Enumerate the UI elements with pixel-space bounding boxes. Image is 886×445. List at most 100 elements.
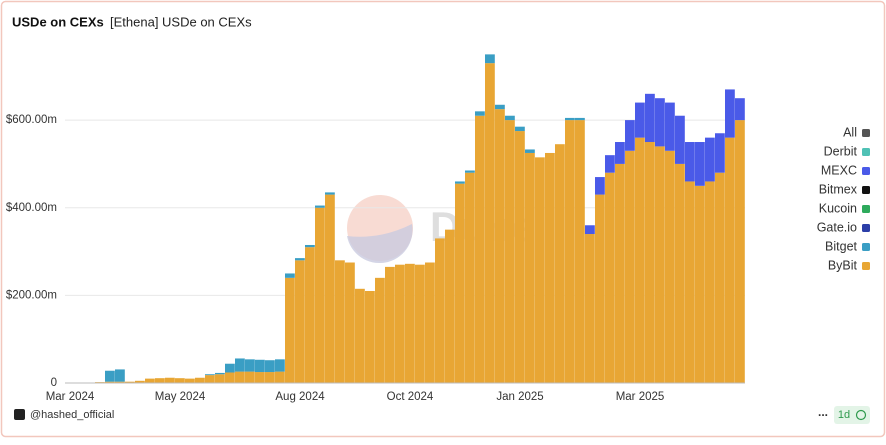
bar-segment [385, 267, 395, 383]
legend-label: Bitmex [819, 182, 858, 196]
bar-segment [675, 116, 685, 164]
legend-swatch [862, 205, 870, 213]
legend-label: ByBit [828, 258, 858, 272]
bar-segment [275, 359, 285, 371]
bar-segment [275, 372, 285, 383]
bar-segment [545, 153, 555, 383]
bar-segment [535, 157, 545, 383]
x-tick-label: Mar 2025 [616, 391, 665, 403]
bar-segment [625, 120, 635, 151]
x-tick-label: Oct 2024 [387, 391, 434, 403]
bar-segment [455, 181, 465, 183]
y-tick-label: $600.00m [6, 114, 57, 126]
bar-segment [465, 173, 475, 383]
bar-segment [485, 54, 495, 63]
legend-label: Gate.io [817, 220, 857, 234]
bar-segment [265, 372, 275, 383]
x-tick-label: Aug 2024 [275, 391, 325, 403]
bar-segment [605, 155, 615, 173]
bar-segment [675, 164, 685, 383]
chart-subtitle: [Ethena] USDe on CEXs [110, 14, 252, 29]
bar-segment [425, 263, 435, 383]
bar-segment [235, 358, 245, 371]
bar-segment [585, 234, 595, 383]
bar-segment [225, 364, 235, 373]
bar-segment [245, 372, 255, 383]
legend-swatch [862, 224, 870, 232]
bar-segment [725, 89, 735, 137]
bar-segment [155, 378, 165, 383]
bar-segment [375, 278, 385, 383]
y-tick-label: $400.00m [6, 202, 57, 214]
bar-segment [195, 378, 205, 383]
bar-segment [435, 238, 445, 383]
bar-segment [515, 127, 525, 131]
bar-segment [335, 260, 345, 383]
x-tick-label: May 2024 [155, 391, 206, 403]
bar-segment [485, 63, 495, 383]
bar-segment [645, 94, 655, 142]
legend-label: MEXC [821, 163, 857, 177]
bar-segment [655, 98, 665, 146]
bar-segment [305, 245, 315, 247]
bar-segment [565, 120, 575, 383]
bar-segment [655, 146, 665, 383]
bar-segment [595, 177, 605, 195]
menu-button[interactable]: ... [818, 405, 828, 419]
legend-swatch [862, 129, 870, 137]
chart-title: USDe on CEXs [12, 14, 104, 29]
bar-segment [705, 138, 715, 182]
legend-label: Bitget [825, 239, 857, 253]
bar-segment [505, 116, 515, 120]
bar-segment [685, 181, 695, 383]
bar-segment [575, 120, 585, 383]
legend-label: Derbit [824, 144, 858, 158]
bar-segment [215, 374, 225, 383]
bar-segment [315, 206, 325, 208]
bar-segment [355, 289, 365, 383]
bar-segment [205, 374, 215, 375]
bar-segment [445, 230, 455, 383]
bar-segment [295, 260, 305, 383]
bar-segment [115, 369, 125, 381]
legend-label: All [843, 125, 857, 139]
bar-segment [185, 379, 195, 383]
bar-segment [415, 265, 425, 383]
bar-segment [605, 173, 615, 383]
bar-segment [495, 109, 505, 383]
bar-segment [495, 105, 505, 109]
bar-segment [255, 372, 265, 383]
bar-segment [455, 184, 465, 383]
bar-segment [365, 291, 375, 383]
bar-segment [635, 138, 645, 383]
bar-segment [695, 186, 705, 383]
legend-swatch [862, 262, 870, 270]
bar-segment [105, 371, 115, 382]
author[interactable]: @hashed_official [30, 409, 114, 421]
interval[interactable]: 1d [838, 409, 850, 421]
bar-segment [525, 153, 535, 383]
author-icon [14, 409, 25, 420]
bar-segment [175, 378, 185, 383]
legend-swatch [862, 186, 870, 194]
bar-segment [585, 225, 595, 234]
bar-segment [205, 375, 215, 383]
bar-segment [715, 133, 725, 172]
bar-segment [615, 142, 625, 164]
bar-segment [615, 164, 625, 383]
bar-segment [345, 263, 355, 383]
x-tick-label: Jan 2025 [496, 391, 543, 403]
x-tick-label: Mar 2024 [46, 391, 95, 403]
bar-segment [255, 360, 265, 372]
bar-segment [145, 379, 155, 383]
bar-segment [725, 138, 735, 383]
y-tick-label: $200.00m [6, 289, 57, 301]
bar-segment [245, 359, 255, 371]
bar-segment [515, 131, 525, 383]
bar-segment [475, 116, 485, 383]
bar-segment [395, 265, 405, 383]
legend-swatch [862, 167, 870, 175]
bar-segment [705, 181, 715, 383]
bar-segment [665, 103, 675, 151]
